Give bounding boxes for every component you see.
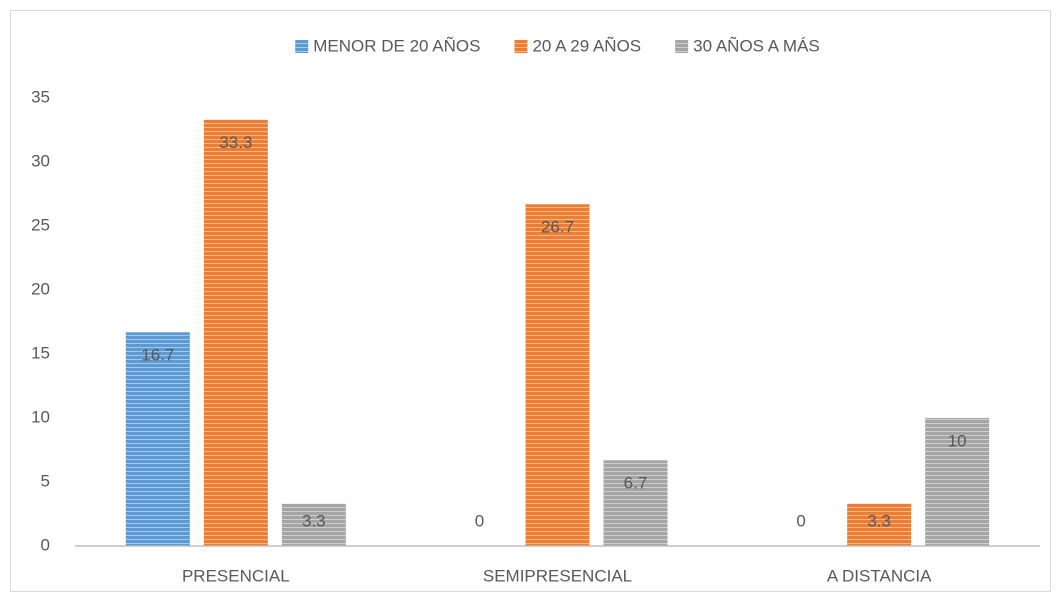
data-label: 0 xyxy=(475,511,484,530)
data-label: 3.3 xyxy=(867,511,891,530)
y-tick-label: 10 xyxy=(31,407,50,426)
data-label: 10 xyxy=(948,431,967,450)
bar xyxy=(125,332,190,546)
legend-label: MENOR DE 20 AÑOS xyxy=(313,36,480,55)
bar xyxy=(525,204,590,547)
data-label: 0 xyxy=(796,511,805,530)
bar xyxy=(603,460,668,546)
data-label: 26.7 xyxy=(541,218,574,237)
data-label: 3.3 xyxy=(302,511,326,530)
legend-swatch xyxy=(514,40,528,53)
bar xyxy=(203,119,268,546)
y-tick-label: 30 xyxy=(31,151,50,170)
y-tick-label: 0 xyxy=(41,535,50,554)
data-label: 16.7 xyxy=(141,346,174,365)
legend-swatch xyxy=(295,40,309,53)
legend-label: 20 A 29 AÑOS xyxy=(532,36,641,55)
y-tick-label: 15 xyxy=(31,343,50,362)
bar xyxy=(847,503,912,546)
bar xyxy=(925,418,990,546)
legend-label: 30 AÑOS A MÁS xyxy=(693,36,820,55)
x-tick-label: PRESENCIAL xyxy=(182,566,290,585)
x-tick-label: SEMIPRESENCIAL xyxy=(483,566,632,585)
legend: MENOR DE 20 AÑOS 20 A 29 AÑOS 30 AÑOS A MÁ… xyxy=(295,36,820,55)
y-tick-label: 5 xyxy=(41,471,50,490)
data-label: 33.3 xyxy=(219,133,252,152)
y-tick-label: 25 xyxy=(31,215,50,234)
legend-swatch xyxy=(675,40,689,53)
y-tick-label: 35 xyxy=(31,87,50,106)
bar xyxy=(281,503,346,546)
y-tick-label: 20 xyxy=(31,279,50,298)
data-label: 6.7 xyxy=(624,474,648,493)
x-tick-label: A DISTANCIA xyxy=(827,566,932,585)
